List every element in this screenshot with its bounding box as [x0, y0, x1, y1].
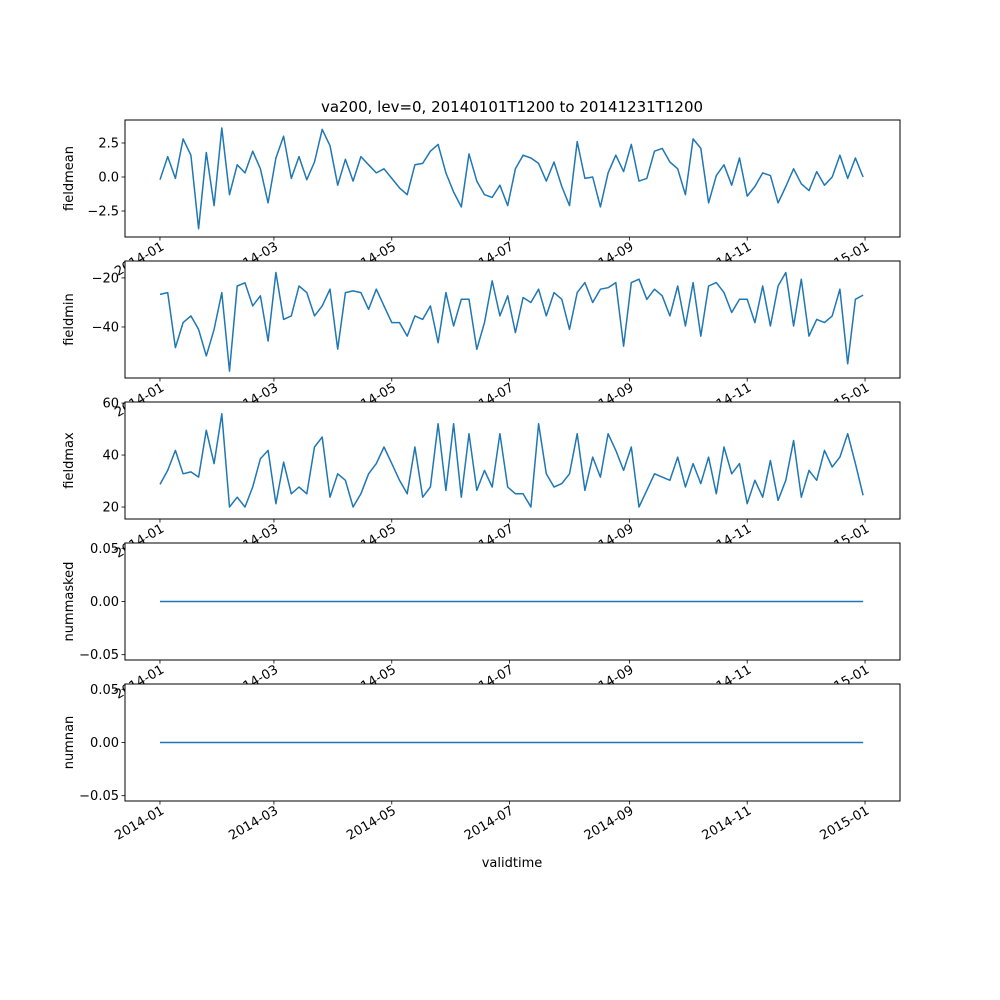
y-tick-label: 0.05 — [90, 683, 119, 698]
y-tick-label: 40 — [102, 449, 119, 464]
y-axis-label: fieldmean — [62, 146, 77, 211]
y-tick-label: −0.05 — [79, 648, 119, 663]
series-line-fieldmin — [159, 271, 864, 372]
y-tick-label: 0.0 — [98, 171, 119, 186]
series-line-fieldmean — [159, 127, 864, 230]
axes-frame — [124, 260, 901, 379]
y-axis-label: fieldmax — [62, 432, 77, 489]
plot-area — [125, 120, 900, 237]
chart-title: va200, lev=0, 20140101T1200 to 20141231T… — [321, 98, 703, 116]
y-axis-label: fieldmin — [62, 293, 77, 346]
y-tick-label: −2.5 — [87, 205, 119, 220]
y-tick-label: 20 — [102, 501, 119, 516]
y-tick-label: 60 — [102, 397, 119, 412]
y-tick-label: −0.05 — [79, 789, 119, 804]
axes-frame — [124, 401, 901, 520]
y-tick-label: −20 — [92, 271, 119, 286]
y-tick-label: 0.05 — [90, 542, 119, 557]
series-line-fieldmax — [159, 412, 864, 508]
y-axis-label: nummasked — [62, 562, 77, 642]
x-axis-label: validtime — [482, 856, 543, 871]
y-tick-label: 2.5 — [98, 136, 119, 151]
axes-frame — [124, 119, 901, 238]
y-tick-label: 0.00 — [90, 736, 119, 751]
y-axis-label: numnan — [62, 716, 77, 770]
y-tick-label: −40 — [92, 320, 119, 335]
y-tick-label: 0.00 — [90, 595, 119, 610]
